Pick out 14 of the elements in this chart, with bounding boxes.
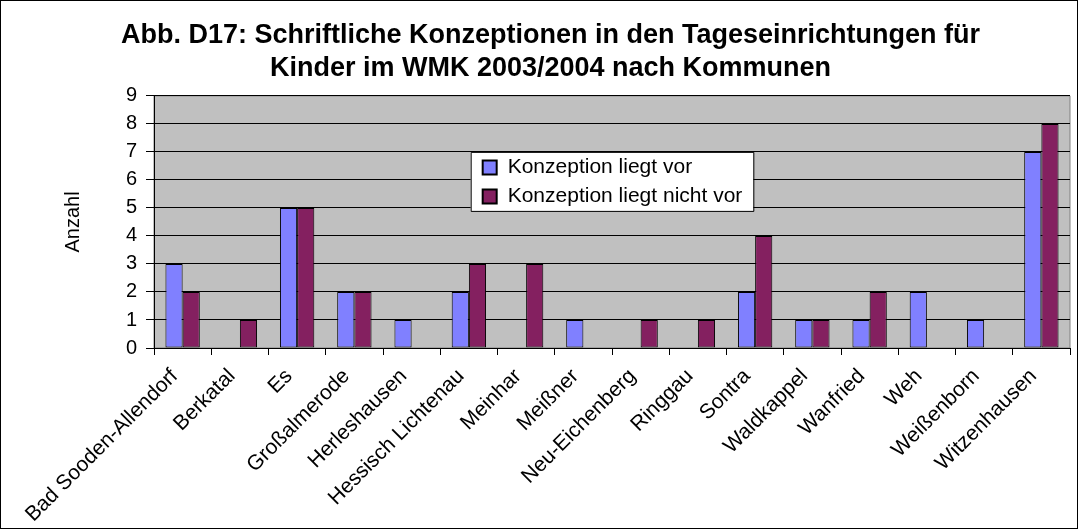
chart-title: Abb. D17: Schriftliche Konzeptionen in den Tageseinrichtungen für Kinder im WMK 2003/2004 nach Kommunen: [120, 18, 981, 82]
y-tick-label: 8: [125, 111, 137, 134]
y-tick-label: 2: [125, 279, 137, 302]
y-tick-label: 7: [125, 139, 137, 162]
y-tick-label: 1: [125, 307, 137, 330]
y-tick-label: 4: [125, 223, 137, 246]
y-axis-title: Anzahl: [60, 191, 83, 253]
legend-label: Konzeption liegt vor: [507, 154, 693, 178]
y-tick-label: 3: [125, 251, 137, 274]
y-tick-label: 0: [125, 335, 137, 358]
y-tick-label: 5: [125, 195, 137, 218]
y-tick-label: 6: [125, 167, 137, 190]
y-tick-label: 9: [125, 83, 137, 106]
legend-label: Konzeption liegt nicht vor: [507, 183, 743, 207]
